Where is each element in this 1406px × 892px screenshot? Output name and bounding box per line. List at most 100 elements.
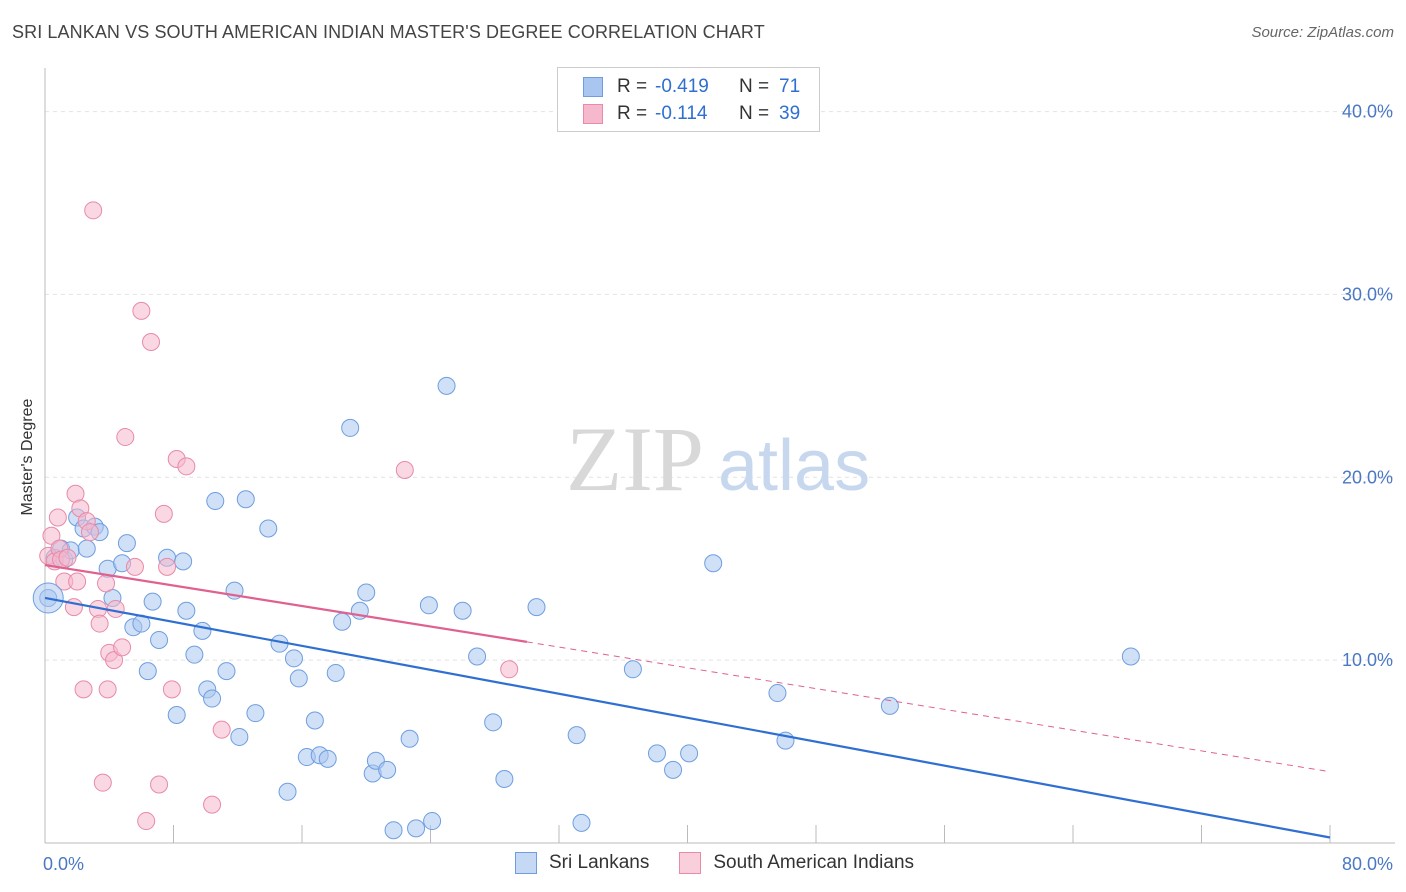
point-sri-lankans [326, 663, 345, 682]
point-south-american-indians [177, 457, 196, 476]
point-sri-lankans [527, 598, 546, 617]
x-tick-label: 0.0% [43, 854, 84, 874]
x-tick-label: 80.0% [1342, 854, 1393, 874]
point-south-american-indians [500, 660, 519, 679]
watermark: ZIP atlas [566, 408, 870, 510]
y-tick-label: 30.0% [1342, 284, 1393, 304]
point-sri-lankans [284, 649, 303, 668]
point-south-american-indians [154, 504, 173, 523]
legend-n-value: 71 [779, 76, 801, 97]
point-south-american-indians [212, 720, 231, 739]
point-south-american-indians [48, 508, 67, 527]
point-sri-lankans [117, 534, 136, 553]
point-south-american-indians [80, 523, 99, 542]
point-sri-lankans [495, 770, 514, 788]
point-sri-lankans [174, 552, 193, 571]
point-sri-lankans [193, 621, 212, 640]
point-sri-lankans [357, 583, 376, 602]
point-south-american-indians [74, 680, 93, 699]
point-sri-lankans [138, 662, 157, 681]
legend-r-value: -0.114 [655, 103, 708, 124]
point-south-american-indians [98, 680, 117, 699]
point-sri-lankans [680, 744, 699, 763]
point-south-american-indians [125, 557, 144, 576]
legend-swatch-blue [583, 77, 603, 97]
point-south-american-indians [203, 795, 222, 814]
legend-swatch-pink [583, 104, 603, 124]
point-sri-lankans [423, 812, 442, 831]
legend-r-label: R = [617, 103, 648, 124]
point-south-american-indians [90, 614, 109, 633]
point-sri-lankans [150, 631, 169, 650]
point-south-american-indians [116, 428, 135, 447]
point-sri-lankans [419, 596, 438, 615]
point-sri-lankans [407, 819, 426, 838]
point-sri-lankans [143, 592, 162, 611]
point-sri-lankans [230, 727, 249, 746]
point-south-american-indians [93, 773, 112, 792]
point-sri-lankans [384, 821, 403, 840]
point-sri-lankans [341, 418, 360, 437]
point-sri-lankans [400, 729, 419, 748]
trend-line-sri-lankans [44, 596, 1331, 839]
legend-r-value: -0.419 [655, 76, 709, 97]
watermark-zip: ZIP [566, 408, 704, 510]
point-south-american-indians [395, 460, 414, 479]
point-sri-lankans [217, 662, 236, 681]
gridlines [45, 111, 1395, 661]
point-south-american-indians [137, 812, 156, 831]
series-legend: Sri Lankans South American Indians [515, 852, 944, 874]
y-tick-label: 20.0% [1342, 467, 1393, 487]
point-sri-lankans [567, 726, 586, 745]
point-south-american-indians [150, 775, 169, 794]
point-sri-lankans [185, 645, 204, 664]
point-sri-lankans [647, 744, 666, 763]
point-sri-lankans [77, 539, 96, 558]
point-sri-lankans [203, 689, 222, 708]
point-sri-lankans [236, 490, 255, 509]
point-sri-lankans [664, 760, 683, 779]
point-sri-lankans [453, 601, 472, 620]
point-sri-lankans [704, 554, 723, 573]
chart-title: SRI LANKAN VS SOUTH AMERICAN INDIAN MAST… [12, 22, 765, 42]
point-sri-lankans [305, 711, 324, 730]
point-south-american-indians [105, 651, 124, 670]
point-south-american-indians [68, 572, 87, 591]
point-sri-lankans [623, 660, 642, 679]
data-points [32, 201, 1140, 840]
correlation-legend: R = -0.419 N = 71 R = -0.114 N = 39 [557, 67, 820, 132]
point-sri-lankans [572, 813, 591, 832]
point-south-american-indians [97, 574, 116, 593]
tick-labels: 10.0% 20.0% 30.0% 40.0% 0.0% 80.0% [43, 102, 1393, 874]
trend-lines [44, 563, 1331, 839]
legend-n-label: N = [739, 103, 770, 124]
point-sri-lankans [437, 376, 456, 395]
point-sri-lankans [246, 704, 265, 723]
series-legend-item-south-american-indians[interactable]: South American Indians [679, 852, 914, 874]
point-south-american-indians [162, 680, 181, 699]
point-sri-lankans [880, 696, 899, 715]
series-legend-label: South American Indians [713, 852, 915, 873]
series-legend-item-sri-lankans[interactable]: Sri Lankans [515, 852, 649, 874]
point-sri-lankans [289, 669, 308, 688]
point-south-american-indians [84, 201, 103, 220]
axes [44, 68, 1395, 844]
point-sri-lankans [259, 519, 278, 538]
series-swatch-pink [679, 852, 702, 874]
legend-n-value: 39 [779, 103, 801, 124]
point-south-american-indians [42, 526, 61, 545]
source-label: Source: ZipAtlas.com [1251, 24, 1394, 41]
trend-line-dashed-south-american-indians [526, 641, 1331, 773]
point-sri-lankans [318, 749, 337, 768]
y-tick-label: 10.0% [1342, 650, 1393, 670]
point-sri-lankans [484, 713, 503, 732]
point-sri-lankans [177, 601, 196, 620]
series-swatch-blue [515, 852, 537, 874]
series-legend-label: Sri Lankans [549, 852, 650, 873]
legend-row-south-american-indians: R = -0.114 N = 39 [583, 102, 800, 126]
point-sri-lankans [206, 492, 225, 511]
point-sri-lankans [768, 684, 787, 703]
point-south-american-indians [158, 557, 177, 576]
point-sri-lankans [378, 760, 397, 779]
